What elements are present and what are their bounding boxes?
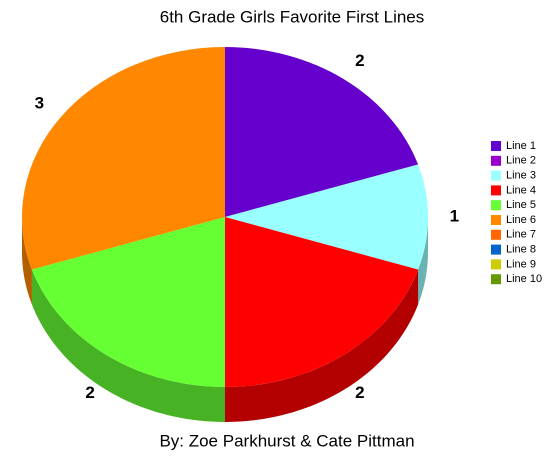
chart-caption: By: Zoe Parkhurst & Cate Pittman: [159, 431, 414, 450]
legend-swatch: [491, 200, 501, 211]
pie-side: [22, 217, 32, 305]
legend-label: Line 3: [506, 170, 536, 182]
legend-swatch: [491, 185, 501, 196]
legend-swatch: [491, 215, 501, 225]
pie-slice: [225, 47, 419, 217]
legend-swatch: [491, 170, 501, 181]
legend-label: Line 5: [506, 199, 536, 211]
data-label: 2: [355, 51, 364, 70]
legend-label: Line 8: [506, 244, 536, 256]
legend-label: Line 7: [506, 229, 536, 241]
data-label: 1: [450, 206, 459, 225]
pie-side: [31, 269, 225, 422]
legend-swatch: [491, 244, 501, 255]
pie-side: [418, 217, 428, 305]
pie-slice: [21, 47, 225, 270]
pie-slice: [225, 164, 428, 270]
data-label: 2: [355, 383, 364, 402]
pie-slice: [225, 217, 419, 387]
legend-label: Line 1: [506, 140, 536, 152]
data-label: 3: [35, 94, 44, 113]
legend-label: Line 9: [506, 258, 536, 270]
pie-side: [225, 269, 419, 422]
legend-swatch: [491, 229, 501, 240]
legend-swatch: [491, 259, 501, 270]
legend-label: Line 4: [506, 184, 536, 196]
legend-label: Line 6: [506, 214, 536, 226]
pie-slice: [31, 217, 225, 387]
chart-title: 6th Grade Girls Favorite First Lines: [160, 7, 425, 26]
data-label: 2: [85, 383, 94, 402]
legend-swatch: [491, 155, 501, 166]
legend-swatch: [491, 274, 501, 285]
legend-label: Line 10: [506, 273, 542, 285]
legend-label: Line 2: [506, 155, 536, 167]
legend-swatch: [491, 141, 501, 151]
